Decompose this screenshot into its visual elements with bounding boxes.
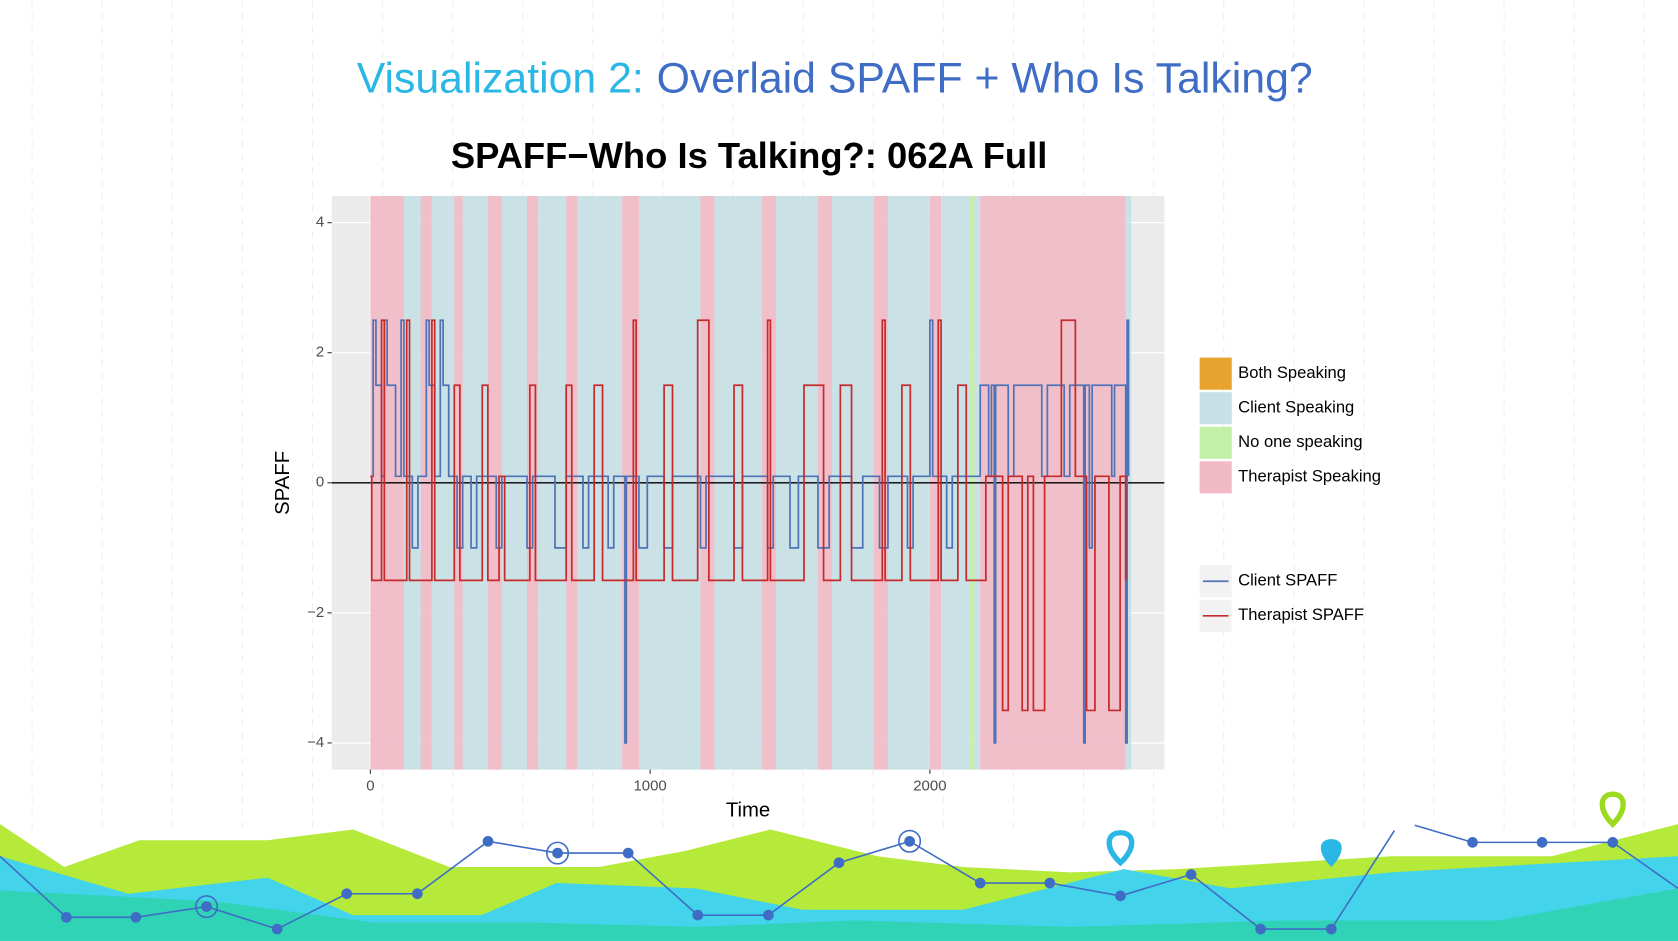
x-tick-label: 0 [366, 778, 374, 795]
y-tick-label: 0 [316, 474, 324, 491]
pin-icon [1320, 839, 1342, 867]
y-tick-label: 4 [316, 214, 324, 231]
legend-swatch [1199, 357, 1232, 390]
legend: Both Speaking Client Speaking No one speak… [1199, 357, 1381, 632]
legend-swatch [1199, 426, 1232, 459]
pin-icon [1599, 791, 1626, 828]
legend-swatch [1199, 392, 1232, 425]
footer-decoration [0, 791, 1678, 941]
deco-dots [60, 835, 1619, 935]
cyan-wave [0, 856, 1678, 941]
x-tick-label: 1000 [633, 778, 666, 795]
y-tick-label: −2 [307, 604, 324, 621]
legend-label: Client Speaking [1238, 398, 1354, 417]
legend-label: No one speaking [1238, 432, 1362, 451]
x-axis-label: Time [726, 800, 770, 822]
legend-label: Client SPAFF [1238, 571, 1337, 590]
slide-title-main: Overlaid SPAFF + Who Is Talking? [657, 55, 1313, 103]
slide-title: Visualization 2: Overlaid SPAFF + Who Is … [357, 55, 1313, 103]
pin-icon [1106, 830, 1135, 867]
deco-rings [195, 829, 922, 919]
plot [331, 196, 1165, 770]
y-tick-label: 2 [316, 344, 324, 361]
legend-label: Both Speaking [1238, 363, 1346, 382]
slide-title-prefix: Visualization 2: [357, 55, 644, 103]
chart-title: SPAFF−Who Is Talking?: 062A Full [451, 135, 1048, 176]
legend-swatch [1199, 461, 1232, 494]
y-axis-label: SPAFF [272, 451, 294, 515]
x-tick-label: 2000 [913, 778, 946, 795]
legend-label: Therapist Speaking [1238, 467, 1381, 486]
legend-label: Therapist SPAFF [1238, 605, 1364, 624]
series-line [370, 319, 1127, 712]
y-tick-label: −4 [307, 734, 324, 751]
